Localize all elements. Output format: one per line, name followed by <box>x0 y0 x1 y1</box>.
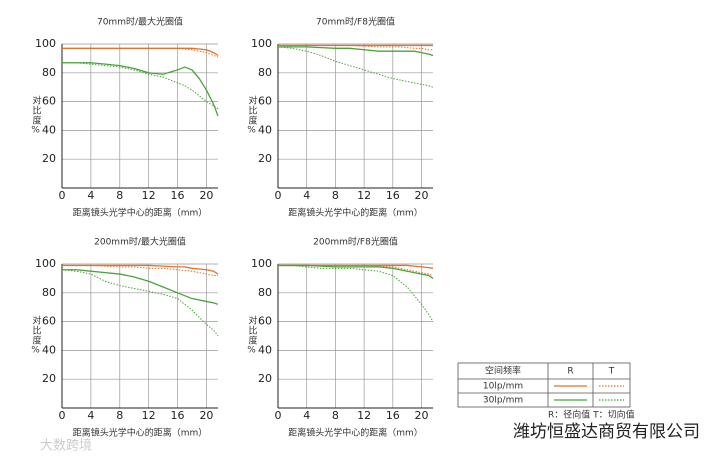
y-tick-label: 80 <box>258 286 272 299</box>
line-series <box>278 46 434 57</box>
y-axis-label: 对比度% <box>31 94 42 136</box>
line-series <box>61 269 219 337</box>
y-tick-label: 20 <box>258 372 272 385</box>
line-series <box>62 264 219 275</box>
x-axis-label: 距离镜头光学中心的距离（mm） <box>288 427 423 439</box>
x-tick-label: 16 <box>386 409 400 422</box>
chart-title: 200mm时/F8光圈值 <box>313 236 398 248</box>
x-tick-label: 4 <box>303 189 310 202</box>
x-tick-label: 12 <box>142 409 156 422</box>
y-tick-label: 80 <box>258 66 272 79</box>
x-tick-label: 20 <box>199 409 213 422</box>
y-tick-label: 100 <box>35 37 56 50</box>
legend-box <box>457 362 631 408</box>
y-tick-label: 40 <box>258 123 272 136</box>
x-tick-label: 20 <box>415 409 429 422</box>
y-tick-label: 60 <box>258 315 272 328</box>
y-tick-label: 40 <box>42 123 56 136</box>
y-tick-label: 60 <box>42 315 56 328</box>
y-tick-label: 100 <box>35 257 56 270</box>
y-axis-label: 对比度% <box>31 314 42 356</box>
y-tick-label: 60 <box>258 95 272 108</box>
line-series <box>62 47 219 58</box>
y-tick-label: 100 <box>251 37 272 50</box>
x-tick-label: 0 <box>275 409 282 422</box>
chart-title: 200mm时/最大光圈值 <box>94 236 186 248</box>
line-series <box>278 264 434 279</box>
legend-note: R：径向值 T：切向值 <box>548 409 635 421</box>
x-tick-label: 8 <box>332 409 339 422</box>
line-series <box>277 46 434 88</box>
x-tick-label: 0 <box>59 189 66 202</box>
line-series <box>278 44 433 51</box>
legend-row-label: 30lp/mm <box>483 396 523 406</box>
chart-title: 70mm时/最大光圈值 <box>97 16 183 28</box>
x-tick-label: 8 <box>116 409 123 422</box>
x-tick-label: 12 <box>357 409 371 422</box>
line-series <box>62 62 219 110</box>
x-tick-label: 20 <box>415 189 429 202</box>
watermark-left: 大数跨境 <box>40 439 92 454</box>
chart-title: 70mm时/F8光圈值 <box>316 16 395 28</box>
y-tick-label: 60 <box>42 95 56 108</box>
x-tick-label: 8 <box>116 189 123 202</box>
x-tick-label: 16 <box>386 189 400 202</box>
x-tick-label: 12 <box>357 189 371 202</box>
line-series <box>278 264 434 322</box>
x-axis-label: 距离镜头光学中心的距离（mm） <box>288 207 423 219</box>
legend-header: R <box>567 367 573 377</box>
x-tick-label: 4 <box>303 409 310 422</box>
line-series <box>62 62 219 117</box>
x-axis-label: 距离镜头光学中心的距离（mm） <box>73 427 208 439</box>
watermark-right: 潍坊恒盛达商贸有限公司 <box>513 422 700 442</box>
y-tick-label: 20 <box>258 152 272 165</box>
x-axis-label: 距离镜头光学中心的距离（mm） <box>73 207 208 219</box>
line-series <box>62 269 219 305</box>
x-tick-label: 8 <box>332 189 339 202</box>
line-series <box>62 264 218 277</box>
y-tick-label: 20 <box>42 372 56 385</box>
y-tick-label: 80 <box>42 66 56 79</box>
x-tick-label: 0 <box>275 189 282 202</box>
y-tick-label: 100 <box>251 257 272 270</box>
x-tick-label: 0 <box>59 409 66 422</box>
x-tick-label: 4 <box>87 409 94 422</box>
y-tick-label: 80 <box>42 286 56 299</box>
y-tick-label: 40 <box>258 343 272 356</box>
x-tick-label: 4 <box>87 189 94 202</box>
legend-header: T <box>608 367 615 377</box>
x-tick-label: 20 <box>199 189 213 202</box>
x-tick-label: 12 <box>142 189 156 202</box>
y-axis-label: 对比度% <box>247 314 258 356</box>
x-tick-label: 16 <box>171 189 185 202</box>
y-tick-label: 20 <box>42 152 56 165</box>
x-tick-label: 16 <box>171 409 185 422</box>
y-axis-label: 对比度% <box>247 94 258 136</box>
line-series <box>62 47 219 57</box>
legend-header: 空间频率 <box>485 365 521 377</box>
legend-row-label: 10lp/mm <box>483 382 523 392</box>
y-tick-label: 40 <box>42 343 56 356</box>
